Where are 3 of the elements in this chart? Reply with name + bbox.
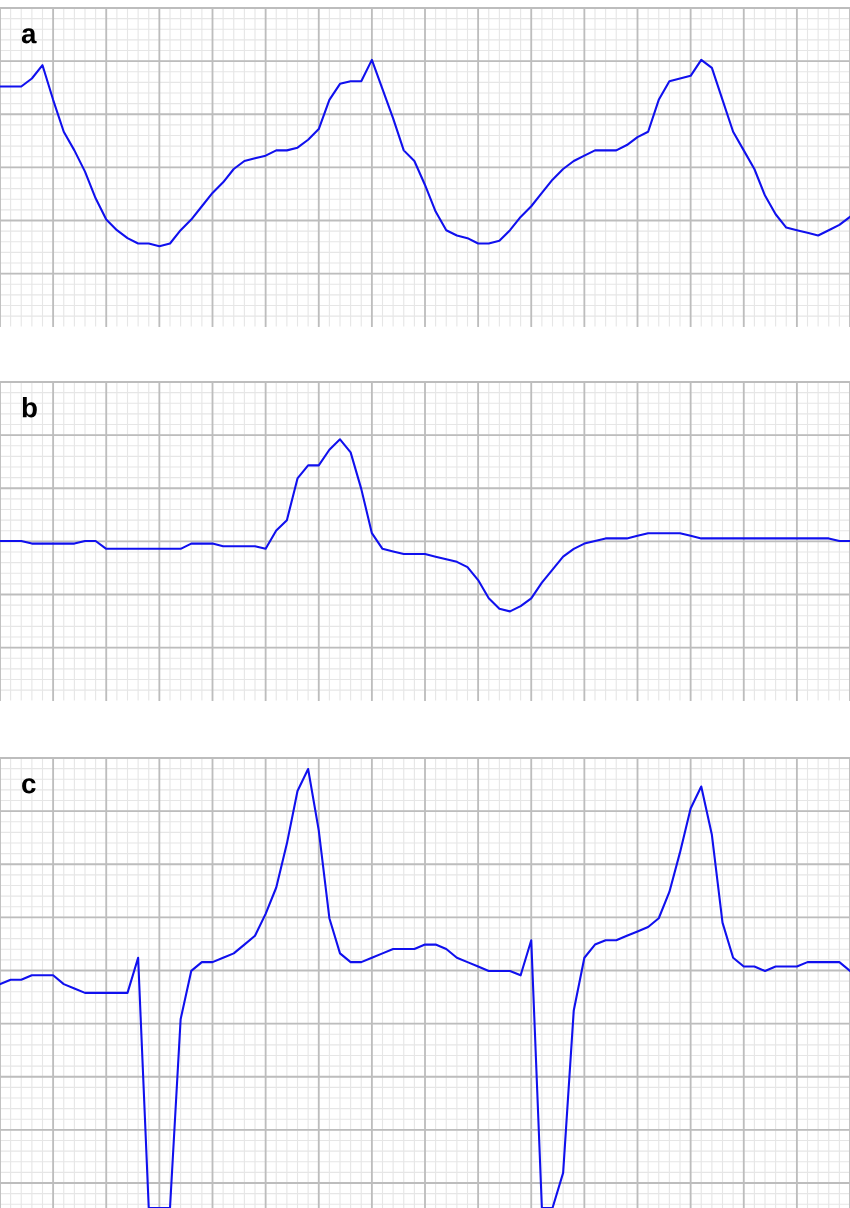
chart-title: a (21, 28, 37, 44)
chart-title: b (22, 397, 37, 418)
chart-title: c (22, 778, 36, 794)
